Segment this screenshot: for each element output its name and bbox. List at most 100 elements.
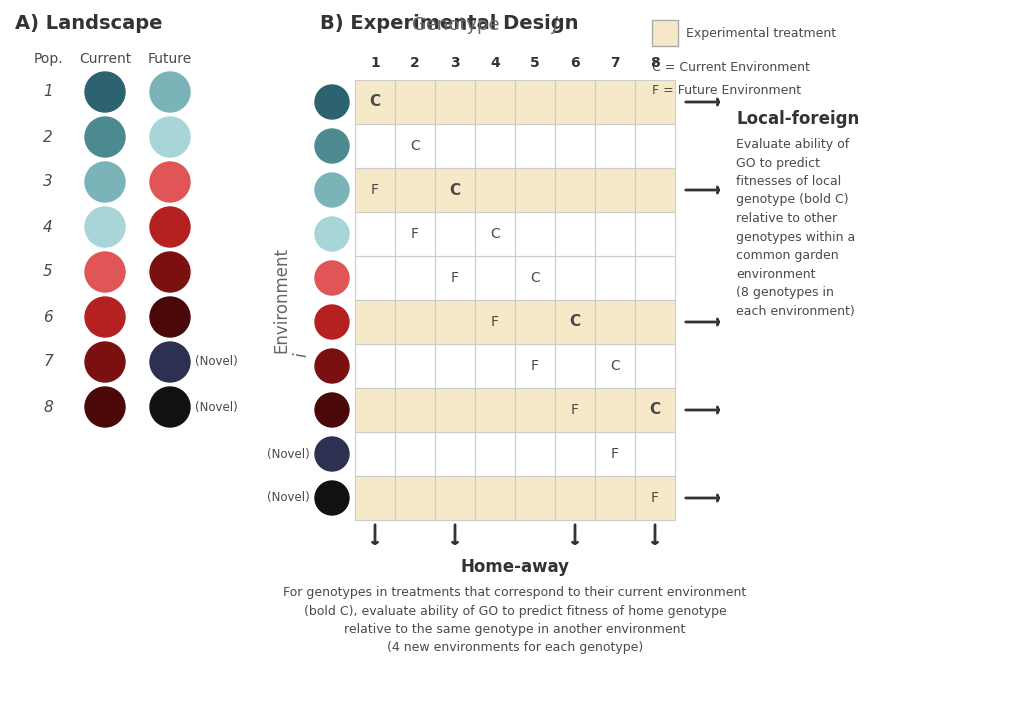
Text: Genotype: Genotype (413, 16, 500, 34)
Text: A) Landscape: A) Landscape (15, 14, 163, 33)
Text: F: F (571, 403, 579, 417)
Bar (355, 476, 395, 520)
Bar (355, 80, 395, 124)
Bar (355, 344, 395, 388)
Text: F: F (451, 271, 459, 285)
Bar (635, 256, 675, 300)
Bar (435, 476, 475, 520)
Bar (355, 476, 395, 520)
Bar (435, 124, 475, 168)
Text: 2: 2 (411, 56, 420, 70)
Bar (555, 80, 595, 124)
Circle shape (150, 117, 190, 157)
Bar (395, 432, 435, 476)
Bar (595, 168, 635, 212)
Bar (475, 124, 515, 168)
Text: C: C (411, 139, 420, 153)
Bar (395, 388, 435, 432)
Bar (555, 168, 595, 212)
Bar (475, 168, 515, 212)
Bar (515, 388, 555, 432)
Bar (515, 80, 555, 124)
Circle shape (150, 252, 190, 292)
Bar (475, 212, 515, 256)
Bar (555, 300, 595, 344)
Bar (635, 300, 675, 344)
Text: C: C (370, 95, 381, 110)
Text: F = Future Environment: F = Future Environment (652, 84, 801, 96)
Bar (635, 300, 675, 344)
Text: 6: 6 (43, 310, 53, 324)
Bar (595, 212, 635, 256)
Bar (635, 476, 675, 520)
Bar (435, 212, 475, 256)
Bar (435, 300, 475, 344)
Bar (355, 168, 395, 212)
Bar (395, 168, 435, 212)
Bar (635, 80, 675, 124)
Circle shape (150, 387, 190, 427)
Bar (652, 20, 678, 46)
Bar (515, 124, 555, 168)
Text: (Novel): (Novel) (195, 401, 238, 413)
Text: i: i (292, 352, 310, 357)
Bar (475, 80, 515, 124)
Text: Environment: Environment (272, 247, 290, 353)
Text: Evaluate ability of
GO to predict
fitnesses of local
genotype (bold C)
relative : Evaluate ability of GO to predict fitnes… (736, 138, 855, 317)
Bar (515, 432, 555, 476)
Text: Current: Current (79, 52, 131, 66)
Text: Local-foreign: Local-foreign (736, 110, 859, 128)
Circle shape (315, 261, 349, 295)
Circle shape (315, 437, 349, 471)
Bar (395, 80, 435, 124)
Bar (595, 476, 635, 520)
Bar (355, 212, 395, 256)
Bar (635, 476, 675, 520)
Bar (355, 256, 395, 300)
Bar (555, 300, 595, 344)
Bar (475, 388, 515, 432)
Bar (515, 300, 555, 344)
Text: C: C (649, 402, 660, 418)
Text: 3: 3 (43, 175, 53, 190)
Text: 5: 5 (530, 56, 540, 70)
Bar (395, 80, 435, 124)
Bar (595, 432, 635, 476)
Bar (595, 388, 635, 432)
Circle shape (315, 129, 349, 163)
Bar (515, 476, 555, 520)
Text: F: F (651, 491, 659, 505)
Bar (635, 168, 675, 212)
Bar (595, 388, 635, 432)
Text: C: C (610, 359, 620, 373)
Bar (555, 256, 595, 300)
Bar (635, 388, 675, 432)
Bar (635, 124, 675, 168)
Bar (555, 432, 595, 476)
Text: F: F (531, 359, 539, 373)
Text: F: F (611, 447, 618, 461)
Circle shape (150, 162, 190, 202)
Bar (635, 388, 675, 432)
Bar (355, 388, 395, 432)
Bar (475, 432, 515, 476)
Bar (515, 476, 555, 520)
Text: C = Current Environment: C = Current Environment (652, 62, 810, 74)
Bar (515, 388, 555, 432)
Circle shape (85, 117, 125, 157)
Circle shape (85, 342, 125, 382)
Bar (435, 388, 475, 432)
Text: (Novel): (Novel) (195, 355, 238, 369)
Text: 1: 1 (370, 56, 380, 70)
Circle shape (85, 207, 125, 247)
Bar (475, 388, 515, 432)
Bar (475, 300, 515, 344)
Bar (395, 212, 435, 256)
Bar (355, 388, 395, 432)
Text: C: C (530, 271, 540, 285)
Circle shape (85, 162, 125, 202)
Bar (435, 432, 475, 476)
Bar (515, 80, 555, 124)
Text: (Novel): (Novel) (267, 447, 310, 461)
Bar (635, 80, 675, 124)
